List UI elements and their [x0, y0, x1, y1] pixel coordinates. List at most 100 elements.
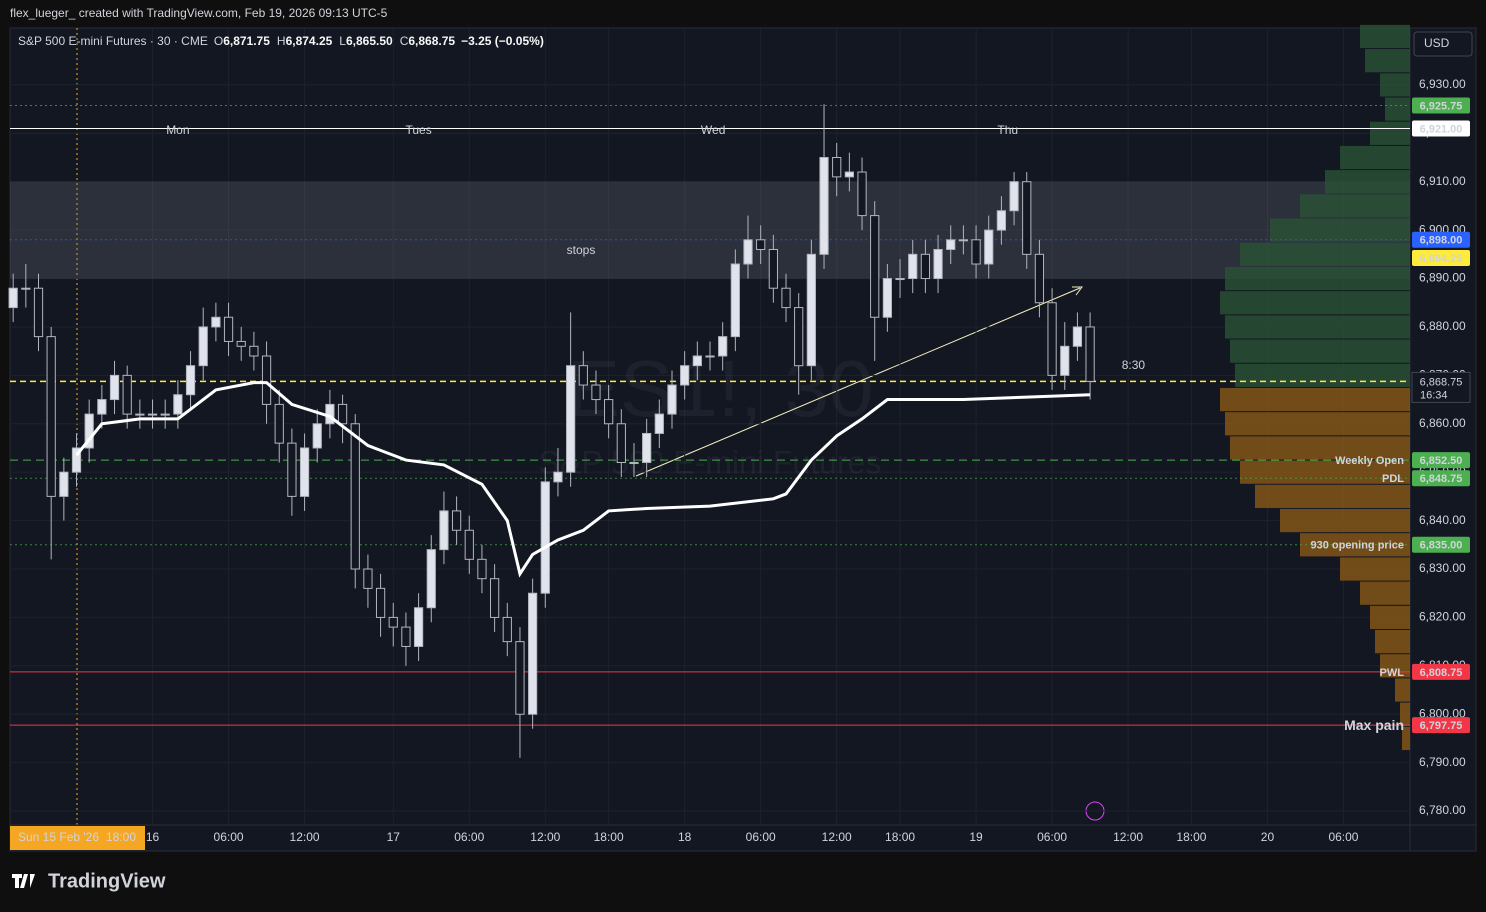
x-tick-label: 19 — [969, 830, 983, 844]
volume-profile-bar — [1375, 630, 1410, 654]
price-label: 6,921.00 — [1420, 123, 1463, 135]
currency-button[interactable] — [1413, 31, 1473, 57]
price-label-bg — [1412, 97, 1470, 114]
level-name: Weekly Open — [1335, 455, 1404, 467]
volume-profile-bar — [1360, 24, 1410, 49]
x-tick-label: 12:00 — [822, 830, 852, 844]
price-label: 6,808.75 — [1420, 667, 1463, 679]
candle-body — [477, 558, 487, 580]
candle-body — [8, 287, 18, 309]
x-tick-label: 06:00 — [1037, 830, 1067, 844]
volume-profile-bar — [1225, 412, 1410, 436]
legend-header: S&P 500 E-mini Futures · 30 · CME O6,871.… — [18, 34, 544, 48]
candle-body — [71, 447, 82, 473]
ohlc-value: 6,865.50 — [346, 34, 393, 48]
candle-body — [996, 210, 1007, 231]
candle-body — [299, 447, 310, 497]
x-tick-label: 20 — [1261, 830, 1275, 844]
candle-body — [1009, 181, 1019, 212]
candle-body — [616, 423, 626, 463]
candle-body — [464, 529, 474, 560]
candle-body — [135, 413, 145, 416]
candle-body — [882, 278, 892, 318]
candle-body — [249, 345, 259, 357]
logo: TradingView — [48, 870, 166, 892]
candle-body — [413, 607, 424, 647]
zone-label: stops — [567, 243, 596, 257]
level-name: PDL — [1382, 473, 1404, 485]
candle-body — [857, 171, 867, 217]
ohlc-value: 6,871.75 — [223, 34, 270, 48]
candle-body — [350, 423, 360, 570]
volume-profile-bar — [1395, 678, 1410, 702]
time-note: 8:30 — [1122, 358, 1146, 372]
candle-body — [794, 307, 804, 367]
ohlc-key: L — [339, 34, 346, 48]
level-name: Max pain — [1344, 717, 1404, 733]
candle-body — [654, 413, 664, 434]
candle-body — [1034, 253, 1045, 304]
volume-profile-bar — [1235, 363, 1410, 387]
candle-body — [1022, 181, 1032, 255]
volume-profile-bar — [1255, 484, 1410, 508]
candle-body — [97, 399, 107, 415]
candle-body — [337, 403, 348, 425]
candle-body — [312, 423, 322, 449]
price-label: 6,925.75 — [1420, 100, 1463, 112]
y-tick-label: 6,930.00 — [1419, 77, 1466, 91]
price-label-bg — [1412, 470, 1470, 487]
candle-body — [604, 399, 614, 425]
x-tick-label: 06:00 — [214, 830, 244, 844]
x-tick-label: 16 — [146, 830, 160, 844]
candle-body — [173, 394, 183, 415]
currency[interactable]: USD — [1424, 36, 1450, 50]
candle-body — [730, 263, 740, 338]
candle-body — [261, 355, 272, 405]
y-tick-label: 6,880.00 — [1419, 319, 1466, 333]
candle-body — [109, 374, 120, 401]
candle-body — [971, 239, 981, 265]
candle-body — [439, 510, 449, 551]
y-tick-label: 6,890.00 — [1419, 271, 1466, 285]
crosshair-date: Sun 15 Feb '26 — [18, 830, 99, 844]
volume-profile-bar — [1225, 315, 1410, 339]
volume-profile-bar — [1340, 145, 1410, 170]
candle-body — [743, 239, 753, 265]
volume-profile-bar — [1340, 557, 1410, 581]
trend-line — [635, 287, 1081, 477]
candle-body — [185, 365, 196, 396]
candle-body — [21, 287, 31, 290]
crosshair-time: 18:00 — [106, 830, 136, 844]
candle-body — [122, 374, 132, 415]
candle-body — [832, 157, 842, 178]
candle-body — [451, 510, 462, 531]
candle-body — [946, 239, 956, 250]
candle-body — [629, 461, 639, 464]
candle-body — [1047, 302, 1057, 376]
candle-body — [705, 355, 715, 358]
candle-body — [958, 239, 969, 242]
volume-profile-bar — [1220, 387, 1410, 412]
trend-arrow — [1072, 286, 1083, 296]
candle-body — [870, 215, 880, 318]
price-label: 6,848.75 — [1420, 473, 1463, 485]
candle-body — [59, 471, 69, 497]
volume-profile-bar — [1370, 605, 1410, 630]
change: −3.25 (−0.05%) — [461, 34, 544, 48]
price-label-bg — [1412, 120, 1470, 137]
volume-profile-bar — [1360, 581, 1410, 605]
price-label-bg — [1412, 717, 1470, 734]
candle-body — [46, 336, 56, 497]
x-tick-label: 18:00 — [594, 830, 624, 844]
x-tick-label: 18:00 — [885, 830, 915, 844]
day-label: Mon — [166, 123, 189, 137]
volume-profile-bar — [1325, 170, 1410, 194]
volume-profile-bar — [1385, 97, 1410, 121]
ohlc-key: H — [277, 34, 286, 48]
candle-body — [375, 587, 386, 618]
x-tick-label: 12:00 — [1113, 830, 1143, 844]
candle-body — [553, 471, 563, 483]
volume-profile-bar — [1402, 726, 1410, 751]
candle-body — [388, 616, 398, 628]
